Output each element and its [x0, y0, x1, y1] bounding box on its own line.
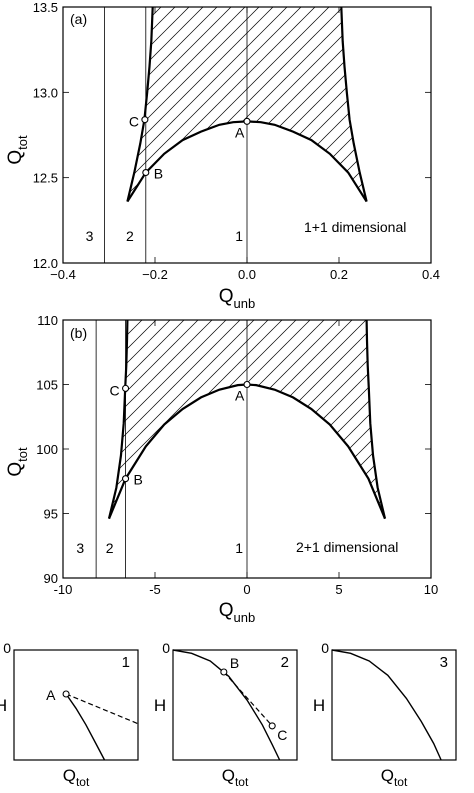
- x-tick-label: 0: [243, 582, 250, 597]
- panel-a: 1 2 3 −0.4 −0.2 0.0 0.2 0.4 12.0 12.5 13.0 13.5 A B C (…: [5, 0, 440, 311]
- x-axis-label: Qunb: [219, 600, 255, 625]
- y-axis-label-main: Q: [5, 150, 26, 165]
- y-zero-label: 0: [3, 640, 11, 656]
- solid-curve: [172, 649, 281, 761]
- panel-label: (b): [70, 325, 87, 341]
- x-tick-label: 0.0: [238, 267, 256, 282]
- point-label-A: A: [235, 388, 245, 404]
- point-A: [243, 117, 251, 125]
- dimension-annotation: 2+1 dimensional: [296, 539, 398, 555]
- x-tick-label: -5: [149, 582, 161, 597]
- y-tick-label: 90: [44, 571, 58, 586]
- point-A: [62, 690, 70, 698]
- point-A: [243, 380, 251, 389]
- inset-frame: [331, 649, 457, 761]
- right-upper-boundary-curve: [365, 319, 387, 519]
- inset-number: 1: [122, 654, 130, 671]
- x-axis-label-sub: tot: [76, 775, 90, 789]
- x-tick-label: 10: [424, 582, 438, 597]
- y-tick-label: 110: [37, 313, 58, 328]
- point-C: [122, 384, 130, 392]
- point-label-C: C: [277, 727, 287, 743]
- solid-curve: [331, 649, 442, 761]
- point-B: [220, 668, 228, 676]
- vertical-line-label-1: 1: [235, 228, 243, 244]
- y-tick-label: 95: [44, 507, 58, 522]
- point-label-B: B: [230, 655, 239, 671]
- inset-panel-3: 3 0 H Qtot: [313, 640, 457, 789]
- inset-number: 2: [281, 654, 289, 671]
- inset-frame: [172, 649, 298, 761]
- right-upper-boundary-curve: [340, 6, 368, 202]
- point-label-C: C: [110, 382, 120, 398]
- x-tick-label: 0.4: [422, 267, 440, 282]
- x-tick-label: 5: [335, 582, 342, 597]
- x-axis-label-sub: unb: [234, 296, 256, 311]
- y-tick-label: 12.5: [33, 171, 58, 186]
- y-axis-label-main: Q: [5, 462, 26, 477]
- x-axis-label-main: Q: [381, 766, 394, 785]
- solid-curve: [65, 693, 106, 761]
- x-axis-label-sub: unb: [234, 610, 256, 625]
- dimension-annotation: 1+1 dimensional: [304, 219, 406, 235]
- x-tick-label: -10: [54, 582, 73, 597]
- point-label-A: A: [46, 687, 56, 703]
- y-zero-label: 0: [321, 640, 329, 656]
- point-label-B: B: [154, 166, 163, 182]
- vertical-line-label-3: 3: [86, 228, 94, 244]
- inset-frame: [13, 649, 139, 761]
- y-tick-label: 13.0: [33, 85, 58, 100]
- vertical-line-label-2: 2: [126, 228, 134, 244]
- x-axis-label-sub: tot: [235, 775, 249, 789]
- x-axis-label-main: Q: [63, 766, 76, 785]
- x-axis-label: Qunb: [219, 286, 255, 311]
- dashed-curve: [223, 671, 273, 727]
- point-B: [122, 475, 130, 483]
- x-axis-label-sub: tot: [394, 775, 408, 789]
- y-tick-label: 12.0: [33, 256, 58, 271]
- y-axis-label: Qtot: [5, 447, 30, 477]
- panel-label: (a): [70, 11, 87, 27]
- point-B: [142, 168, 150, 177]
- x-axis-label: Qtot: [63, 766, 90, 789]
- x-axis-label: Qtot: [381, 766, 408, 789]
- point-C: [268, 722, 276, 730]
- hatched-region: [109, 320, 385, 519]
- y-zero-label: 0: [162, 640, 170, 656]
- y-axis-label: H: [0, 696, 7, 715]
- x-tick-label: 0.2: [330, 267, 348, 282]
- y-axis-label-sub: tot: [15, 135, 30, 150]
- panel-b: 1 2 3 -10 -5 0 5 10 90 95 100 105 110 A B C (b) 2+1 dimen…: [5, 313, 438, 625]
- vertical-line-label-3: 3: [76, 540, 84, 556]
- y-tick-label: 100: [36, 442, 58, 457]
- left-upper-boundary-curve: [126, 6, 154, 202]
- vertical-line-label-1: 1: [235, 540, 243, 556]
- y-tick-label: 13.5: [33, 0, 58, 15]
- y-axis-label: H: [313, 696, 325, 715]
- y-axis-label: Qtot: [5, 135, 30, 165]
- x-axis-label: Qtot: [222, 766, 249, 789]
- x-tick-label: −0.2: [142, 267, 168, 282]
- inset-number: 3: [440, 654, 448, 671]
- x-axis-label-main: Q: [219, 286, 234, 307]
- y-tick-label: 105: [36, 378, 58, 393]
- point-C: [141, 116, 149, 124]
- point-label-B: B: [134, 472, 143, 488]
- point-label-A: A: [235, 124, 245, 140]
- x-axis-label-main: Q: [219, 600, 234, 621]
- dashed-curve: [65, 693, 139, 725]
- y-axis-label: H: [154, 696, 166, 715]
- vertical-line-label-2: 2: [106, 540, 114, 556]
- inset-panel-1: A 1 0 H Qtot: [0, 640, 139, 789]
- x-tick-label: −0.4: [50, 267, 76, 282]
- left-upper-boundary-curve: [107, 319, 129, 519]
- y-axis-label-sub: tot: [15, 447, 30, 462]
- point-label-C: C: [129, 114, 139, 130]
- inset-panel-2: B C 2 0 H Qtot: [154, 640, 298, 789]
- x-axis-label-main: Q: [222, 766, 235, 785]
